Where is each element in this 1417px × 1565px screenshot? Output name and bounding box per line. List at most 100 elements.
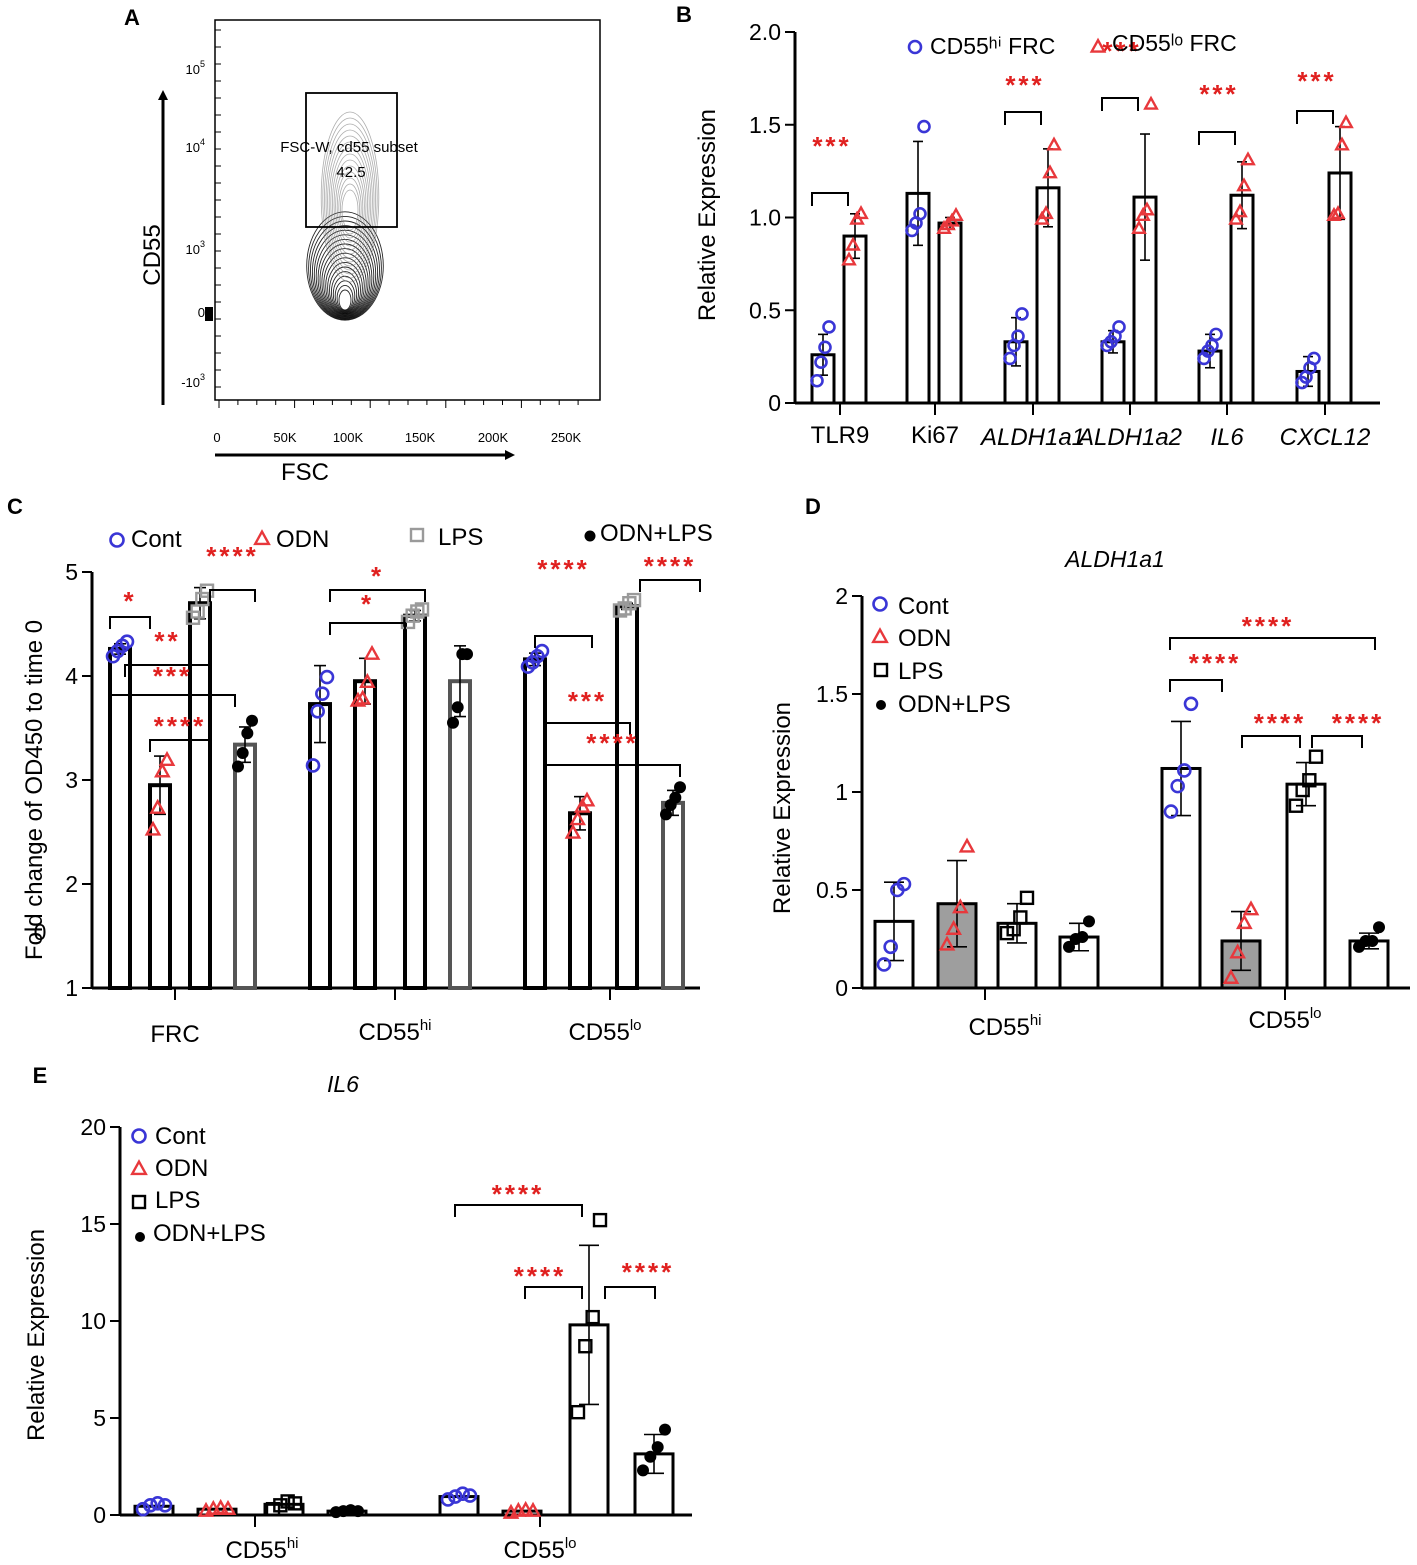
data-point-c — [669, 791, 682, 804]
data-point-d — [951, 898, 969, 914]
contour-line-a — [321, 248, 369, 316]
contour-line-a — [336, 171, 364, 243]
data-point-e — [659, 1423, 671, 1436]
y-tick-label-b: 1.5 — [749, 112, 781, 138]
significance-bracket-e — [524, 1286, 583, 1299]
contour-line-a — [306, 211, 384, 321]
point-cd55hi — [1015, 307, 1029, 321]
data-point-c — [578, 791, 596, 807]
category-label-e: CD55hi — [225, 1535, 298, 1564]
y-axis-label-a: CD55 — [139, 224, 166, 285]
point-cd55lo — [1338, 114, 1354, 129]
category-label-b: CXCL12 — [1280, 424, 1371, 451]
point-cd55hi — [1307, 351, 1321, 366]
significance-bracket-c — [639, 579, 701, 592]
legend-marker-cont-c — [109, 532, 125, 548]
data-point-e — [517, 1500, 535, 1516]
legend-marker-lps-e — [131, 1194, 147, 1210]
contour-line-a — [330, 147, 370, 259]
category-label-c: FRC — [150, 1021, 199, 1048]
legend-marker-odn-e — [130, 1159, 148, 1176]
data-point-e — [578, 1339, 593, 1354]
significance-stars-c: ** — [154, 626, 180, 656]
data-point-d — [1308, 749, 1324, 764]
bar-odn — [568, 811, 592, 991]
y-tick-label-b: 1.0 — [749, 205, 781, 231]
data-point-e — [273, 1498, 288, 1513]
data-point-d — [1083, 915, 1095, 928]
legend-marker-cd55lo — [1089, 37, 1107, 53]
y-tick-label-a: 0 — [198, 305, 205, 320]
y-tick-label-b: 0.5 — [749, 297, 781, 323]
point-cd55lo — [1143, 95, 1159, 110]
category-label-b: ALDH1a1 — [979, 424, 1085, 451]
data-point-c — [153, 762, 171, 778]
legend-label-cd55hi: CD55ʰⁱ FRC — [930, 33, 1055, 59]
data-point-c — [612, 603, 628, 618]
data-point-d — [1373, 921, 1385, 934]
y-axis-label-e: Relative Expression — [23, 1229, 50, 1441]
contour-line-a — [332, 275, 358, 313]
y-tick-label-c: 3 — [65, 767, 78, 793]
legend-label-odn-d: ODN — [898, 625, 951, 652]
point-cd55lo — [1326, 206, 1342, 222]
data-point-c — [461, 648, 473, 661]
y-tick-label-a: 103 — [186, 239, 205, 257]
bar-lps — [615, 604, 639, 990]
point-cd55lo — [841, 251, 857, 266]
bar-cd55lo — [937, 221, 963, 405]
legend-label-lps-c: LPS — [438, 524, 483, 551]
significance-stars-c: **** — [586, 728, 638, 758]
contour-line-a — [333, 159, 367, 251]
significance-stars-b: *** — [1297, 66, 1336, 96]
panel-letter-e: E — [33, 1063, 48, 1088]
y-axis-label-b: Relative Expression — [694, 109, 721, 321]
category-label-c: CD55lo — [568, 1017, 641, 1046]
contour-line-a — [330, 271, 360, 313]
point-cd55lo — [1334, 136, 1350, 151]
point-cd55lo — [948, 206, 964, 222]
point-cd55hi — [822, 320, 836, 334]
x-tick-label-a: 50K — [273, 430, 296, 445]
data-point-e — [440, 1492, 456, 1507]
contour-line-a — [335, 165, 365, 247]
y-tick-label-d: 1.5 — [816, 681, 848, 707]
bar-odn-lps — [233, 742, 257, 991]
significance-stars-e: **** — [514, 1261, 566, 1291]
y-tick-label-e: 20 — [80, 1114, 106, 1140]
panel-letter-b: B — [676, 2, 692, 27]
point-cd55lo — [1046, 136, 1062, 151]
bar-odn-lps — [661, 800, 685, 990]
data-point-c — [246, 714, 258, 727]
data-point-c — [451, 701, 464, 714]
data-point-d — [1076, 931, 1089, 944]
data-point-d — [1063, 940, 1075, 953]
legend-marker-cont-e — [131, 1128, 147, 1144]
y-tick-label-b: 0 — [768, 390, 781, 416]
y-tick-label-e: 15 — [80, 1211, 106, 1237]
point-cd55hi — [913, 206, 927, 221]
significance-bracket-d — [1311, 735, 1363, 748]
data-point-e — [570, 1404, 586, 1420]
contour-line-a — [341, 189, 359, 231]
data-point-c — [626, 592, 642, 608]
legend-marker-odnlps-c — [584, 530, 596, 542]
legend-label-odn-e: ODN — [155, 1155, 208, 1182]
chart-title-e: IL6 — [327, 1071, 359, 1097]
bar-lps — [188, 601, 212, 990]
significance-bracket-c — [544, 764, 681, 777]
data-point-e — [592, 1212, 608, 1228]
legend-marker-odnlps-e — [135, 1232, 145, 1242]
significance-bracket-c — [534, 635, 593, 648]
significance-stars-c: *** — [153, 661, 192, 691]
bar-odn — [148, 783, 172, 991]
x-tick-label-a: 250K — [551, 430, 582, 445]
point-cd55lo — [845, 236, 861, 251]
bar-e — [133, 1504, 175, 1517]
significance-stars-c: **** — [206, 541, 258, 571]
legend-marker-odnlps-d — [876, 700, 886, 710]
data-point-c — [564, 823, 582, 839]
data-point-d — [1366, 934, 1379, 947]
significance-stars-b: *** — [1199, 79, 1238, 109]
